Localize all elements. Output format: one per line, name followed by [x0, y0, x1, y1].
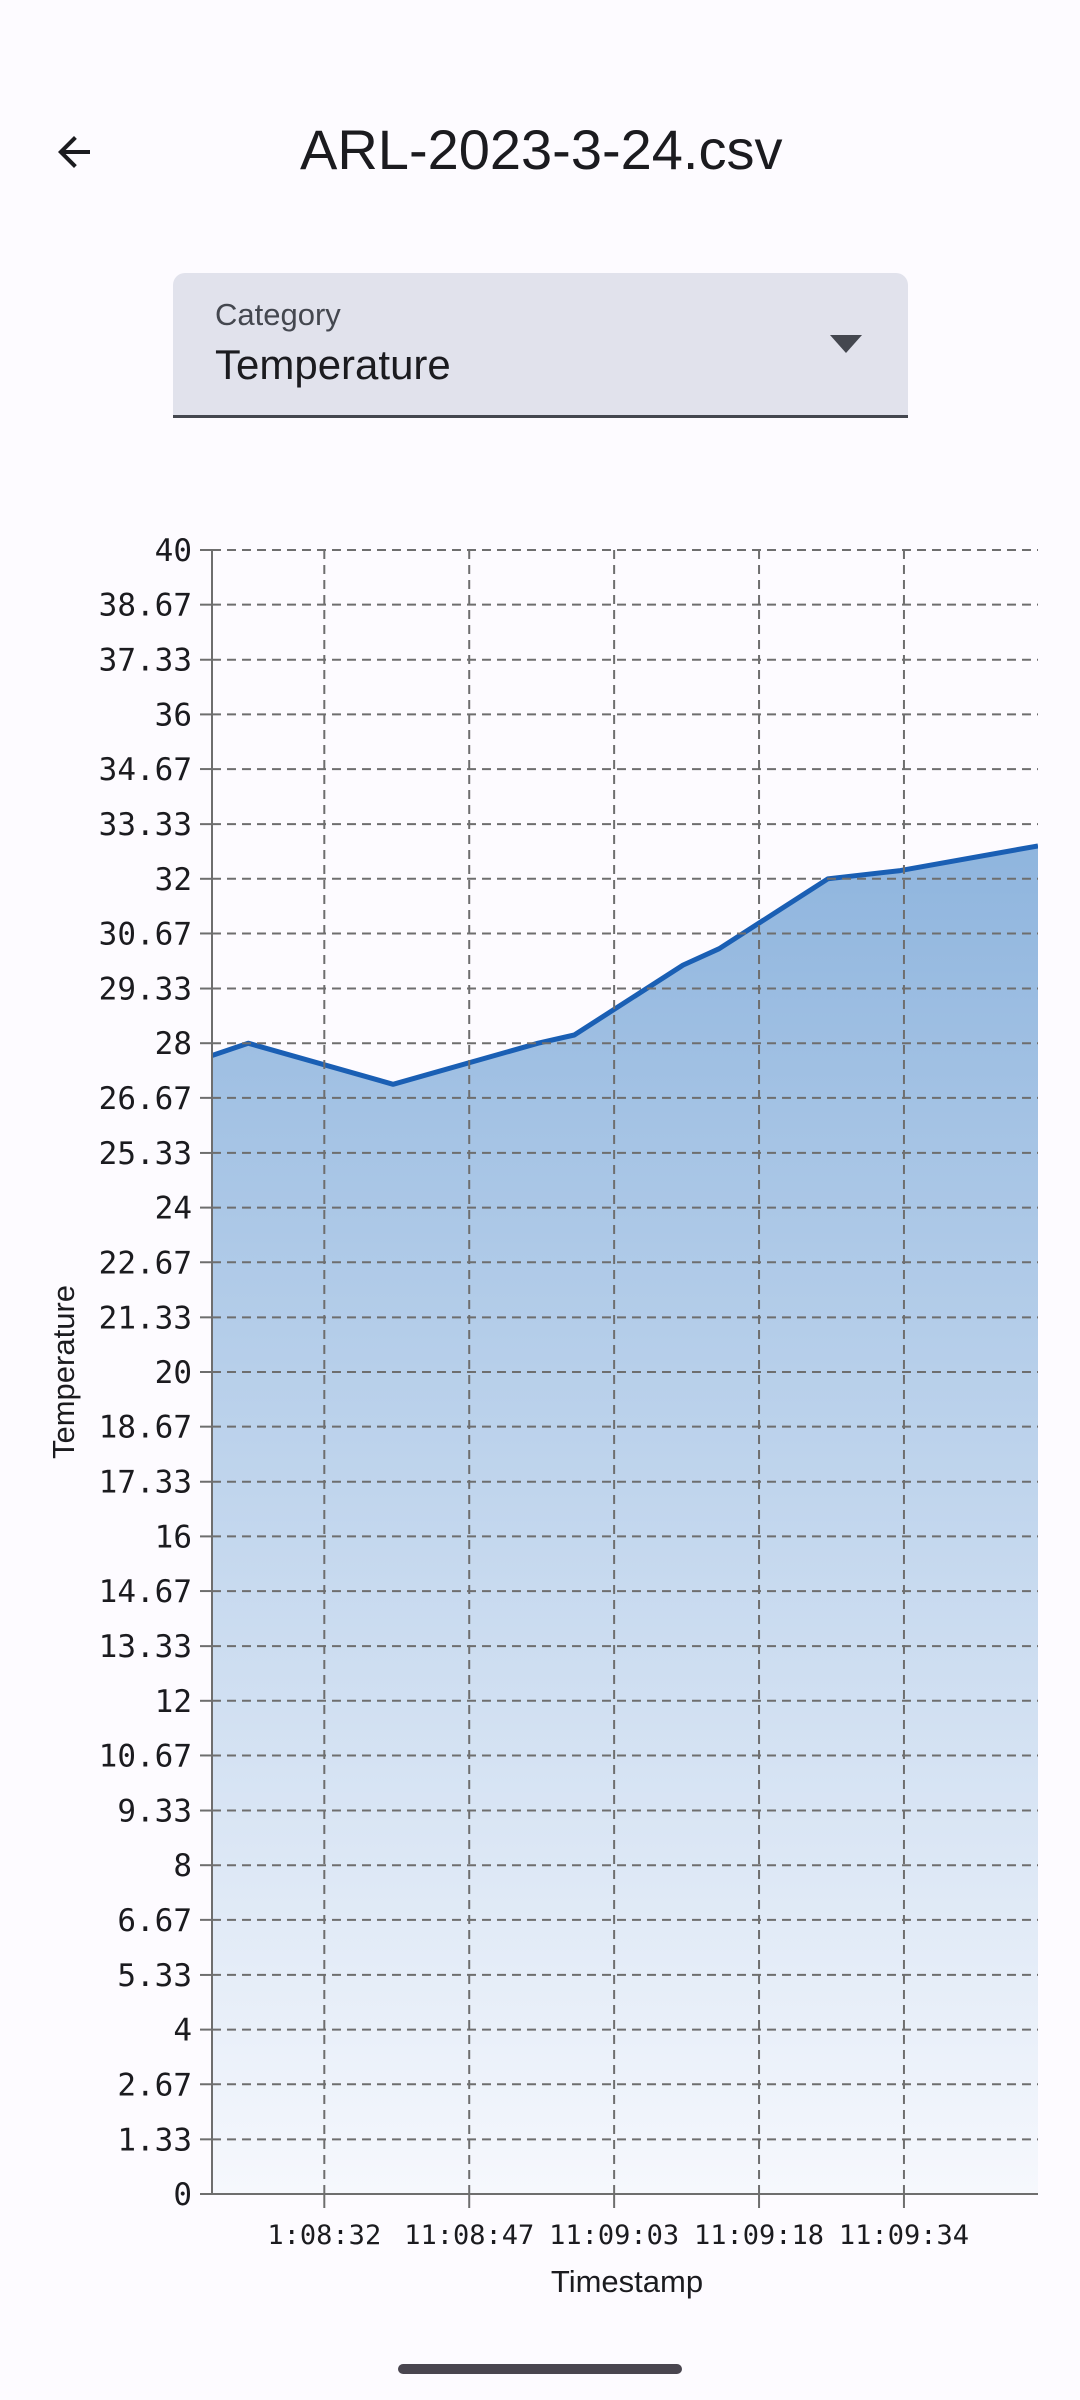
x-tick-label: 11:08:47: [404, 2220, 534, 2251]
y-tick-label: 29.33: [99, 972, 192, 1008]
y-tick-label: 32: [155, 862, 192, 898]
y-tick-label: 20: [155, 1355, 192, 1391]
y-tick-label: 17.33: [99, 1465, 192, 1501]
y-tick-label: 6.67: [117, 1903, 192, 1939]
y-tick-label: 33.33: [99, 807, 192, 843]
y-tick-label: 18.67: [99, 1410, 192, 1446]
y-tick-label: 16: [155, 1519, 192, 1555]
series-line: [212, 843, 1038, 1087]
y-tick-label: 25.33: [99, 1136, 192, 1172]
y-tick-label: 12: [155, 1684, 192, 1720]
x-axis-title: Timestamp: [551, 2264, 703, 2299]
y-tick-label: 38.67: [99, 588, 192, 624]
x-tick-label: 11:09:34: [839, 2220, 969, 2251]
y-tick-label: 26.67: [99, 1081, 192, 1117]
home-indicator[interactable]: [398, 2364, 682, 2374]
y-tick-label: 34.67: [99, 752, 192, 788]
category-value: Temperature: [215, 341, 451, 388]
y-tick-label: 8: [173, 1848, 192, 1884]
y-tick-label: 37.33: [99, 643, 192, 679]
y-tick-label: 9.33: [117, 1794, 192, 1830]
x-tick-label: 11:09:18: [694, 2220, 824, 2251]
y-tick-label: 10.67: [99, 1738, 192, 1774]
y-tick-label: 21.33: [99, 1300, 192, 1336]
y-axis-title: Temperature: [46, 1285, 81, 1459]
category-label: Category: [215, 297, 341, 332]
arrow-back-icon: [58, 136, 90, 168]
y-tick-label: 24: [155, 1191, 192, 1227]
y-tick-label: 1.33: [117, 2122, 192, 2158]
x-tick-label: 11:09:03: [549, 2220, 679, 2251]
y-tick-label: 5.33: [117, 1958, 192, 1994]
page-title: ARL-2023-3-24.csv: [300, 118, 783, 181]
x-tick-label: 1:08:32: [267, 2220, 381, 2251]
temperature-chart: 0 1.33 2.67 4 5.33 6.67 8 9.33 10.67 12 13.33 14.67…: [46, 533, 1038, 2299]
y-tick-label: 14.67: [99, 1574, 192, 1610]
y-tick-label: 13.33: [99, 1629, 192, 1665]
dropdown-arrow-icon: [830, 335, 862, 353]
y-tick-label: 22.67: [99, 1245, 192, 1281]
y-tick-label: 28: [155, 1026, 192, 1062]
category-dropdown[interactable]: Category Temperature: [173, 273, 908, 418]
y-tick-label: 30.67: [99, 916, 192, 952]
back-button[interactable]: [30, 108, 118, 196]
y-tick-label: 4: [173, 2013, 192, 2049]
y-tick-label: 36: [155, 697, 192, 733]
app-bar: ARL-2023-3-24.csv: [0, 80, 1080, 216]
y-tick-label: 2.67: [117, 2067, 192, 2103]
series-area: [212, 845, 1038, 2194]
y-tick-label: 0: [173, 2177, 192, 2213]
y-tick-label: 40: [155, 533, 192, 569]
